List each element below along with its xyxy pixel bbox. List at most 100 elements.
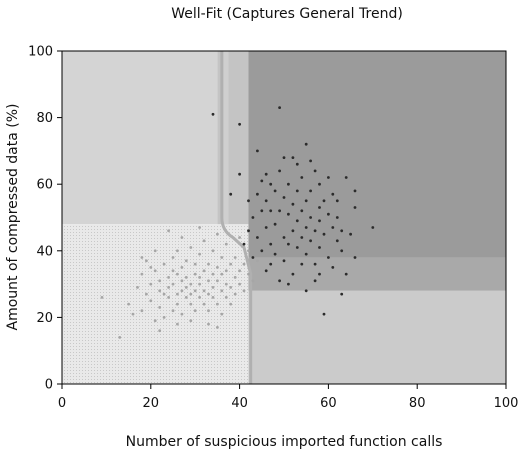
benign-point bbox=[162, 316, 166, 319]
benign-point bbox=[162, 262, 166, 266]
benign-point bbox=[193, 262, 197, 266]
benign-point bbox=[216, 232, 219, 236]
benign-point bbox=[198, 282, 202, 286]
malware-point bbox=[269, 262, 273, 266]
malware-point bbox=[256, 236, 259, 239]
benign-point bbox=[242, 262, 246, 266]
benign-point bbox=[167, 276, 171, 279]
malware-point bbox=[260, 249, 264, 253]
benign-point bbox=[220, 289, 224, 293]
benign-point bbox=[189, 319, 193, 323]
malware-point bbox=[273, 222, 277, 226]
malware-point bbox=[273, 189, 277, 193]
benign-point bbox=[224, 269, 228, 273]
benign-point bbox=[193, 309, 197, 313]
benign-point bbox=[167, 296, 171, 299]
boundary-curve bbox=[220, 51, 253, 384]
chart-title: Well-Fit (Captures General Trend) bbox=[171, 6, 403, 22]
benign-point bbox=[216, 302, 219, 306]
benign-point bbox=[149, 266, 153, 269]
malware-point bbox=[287, 182, 290, 186]
malware-point bbox=[309, 159, 312, 163]
malware-point bbox=[340, 249, 344, 253]
benign-point bbox=[224, 282, 228, 286]
malware-point bbox=[309, 189, 312, 193]
benign-point bbox=[189, 302, 193, 306]
malware-point bbox=[349, 232, 352, 236]
malware-point bbox=[269, 242, 273, 246]
benign-point bbox=[189, 246, 193, 249]
malware-point bbox=[278, 279, 281, 283]
data-points bbox=[100, 106, 375, 339]
y-tick-label: 40 bbox=[36, 244, 53, 259]
benign-point bbox=[176, 292, 179, 296]
x-tick-label: 40 bbox=[231, 396, 248, 411]
malware-point bbox=[322, 312, 326, 316]
benign-point bbox=[256, 259, 259, 263]
benign-point bbox=[207, 262, 210, 266]
benign-point bbox=[224, 296, 228, 299]
malware-point bbox=[313, 262, 317, 266]
malware-point bbox=[335, 239, 339, 243]
benign-point bbox=[149, 282, 153, 286]
benign-point bbox=[220, 312, 224, 316]
malware-point bbox=[322, 199, 326, 203]
malware-point bbox=[260, 209, 264, 213]
benign-point bbox=[207, 322, 210, 326]
malware-point bbox=[269, 182, 273, 186]
benign-point bbox=[189, 282, 193, 286]
malware-point bbox=[256, 149, 259, 153]
benign-point bbox=[220, 256, 224, 259]
benign-point bbox=[136, 286, 139, 289]
benign-point bbox=[180, 266, 184, 269]
y-tick-label: 100 bbox=[28, 45, 53, 60]
benign-point bbox=[171, 256, 175, 259]
benign-point bbox=[233, 292, 237, 296]
benign-point bbox=[211, 296, 215, 299]
malware-point bbox=[309, 239, 312, 243]
malware-point bbox=[295, 219, 299, 223]
malware-point bbox=[251, 216, 255, 219]
y-tick-label: 0 bbox=[45, 378, 53, 393]
benign-point bbox=[198, 296, 202, 299]
decision-region-1 bbox=[62, 224, 249, 384]
malware-point bbox=[247, 199, 250, 203]
malware-point bbox=[269, 209, 273, 213]
malware-point bbox=[322, 232, 326, 236]
benign-point bbox=[184, 259, 188, 263]
malware-point bbox=[331, 192, 335, 196]
benign-point bbox=[211, 272, 215, 276]
benign-point bbox=[145, 259, 148, 263]
malware-point bbox=[264, 199, 268, 203]
malware-point bbox=[318, 246, 321, 249]
malware-point bbox=[318, 182, 321, 186]
benign-point bbox=[118, 336, 122, 339]
benign-point bbox=[193, 289, 197, 293]
benign-point bbox=[233, 276, 237, 279]
benign-point bbox=[229, 286, 233, 289]
malware-point bbox=[331, 266, 335, 269]
benign-point bbox=[176, 322, 179, 326]
benign-point bbox=[153, 249, 157, 253]
malware-point bbox=[287, 282, 290, 286]
y-axis-title: Amount of compressed data (%) bbox=[5, 103, 21, 330]
malware-point bbox=[304, 289, 308, 293]
malware-point bbox=[304, 199, 308, 203]
malware-point bbox=[282, 236, 286, 239]
decision-region-3 bbox=[248, 290, 507, 384]
malware-point bbox=[300, 209, 304, 213]
benign-point bbox=[180, 279, 184, 283]
decision-boundary bbox=[220, 51, 253, 384]
benign-point bbox=[207, 279, 210, 283]
decision-region-0 bbox=[62, 51, 218, 225]
benign-point bbox=[238, 282, 242, 286]
malware-point bbox=[304, 252, 308, 256]
x-tick-label: 100 bbox=[494, 396, 519, 411]
malware-point bbox=[291, 202, 295, 206]
malware-point bbox=[260, 179, 264, 183]
benign-point bbox=[140, 309, 144, 313]
benign-point bbox=[180, 236, 184, 239]
benign-point bbox=[207, 292, 210, 296]
benign-point bbox=[202, 289, 206, 293]
